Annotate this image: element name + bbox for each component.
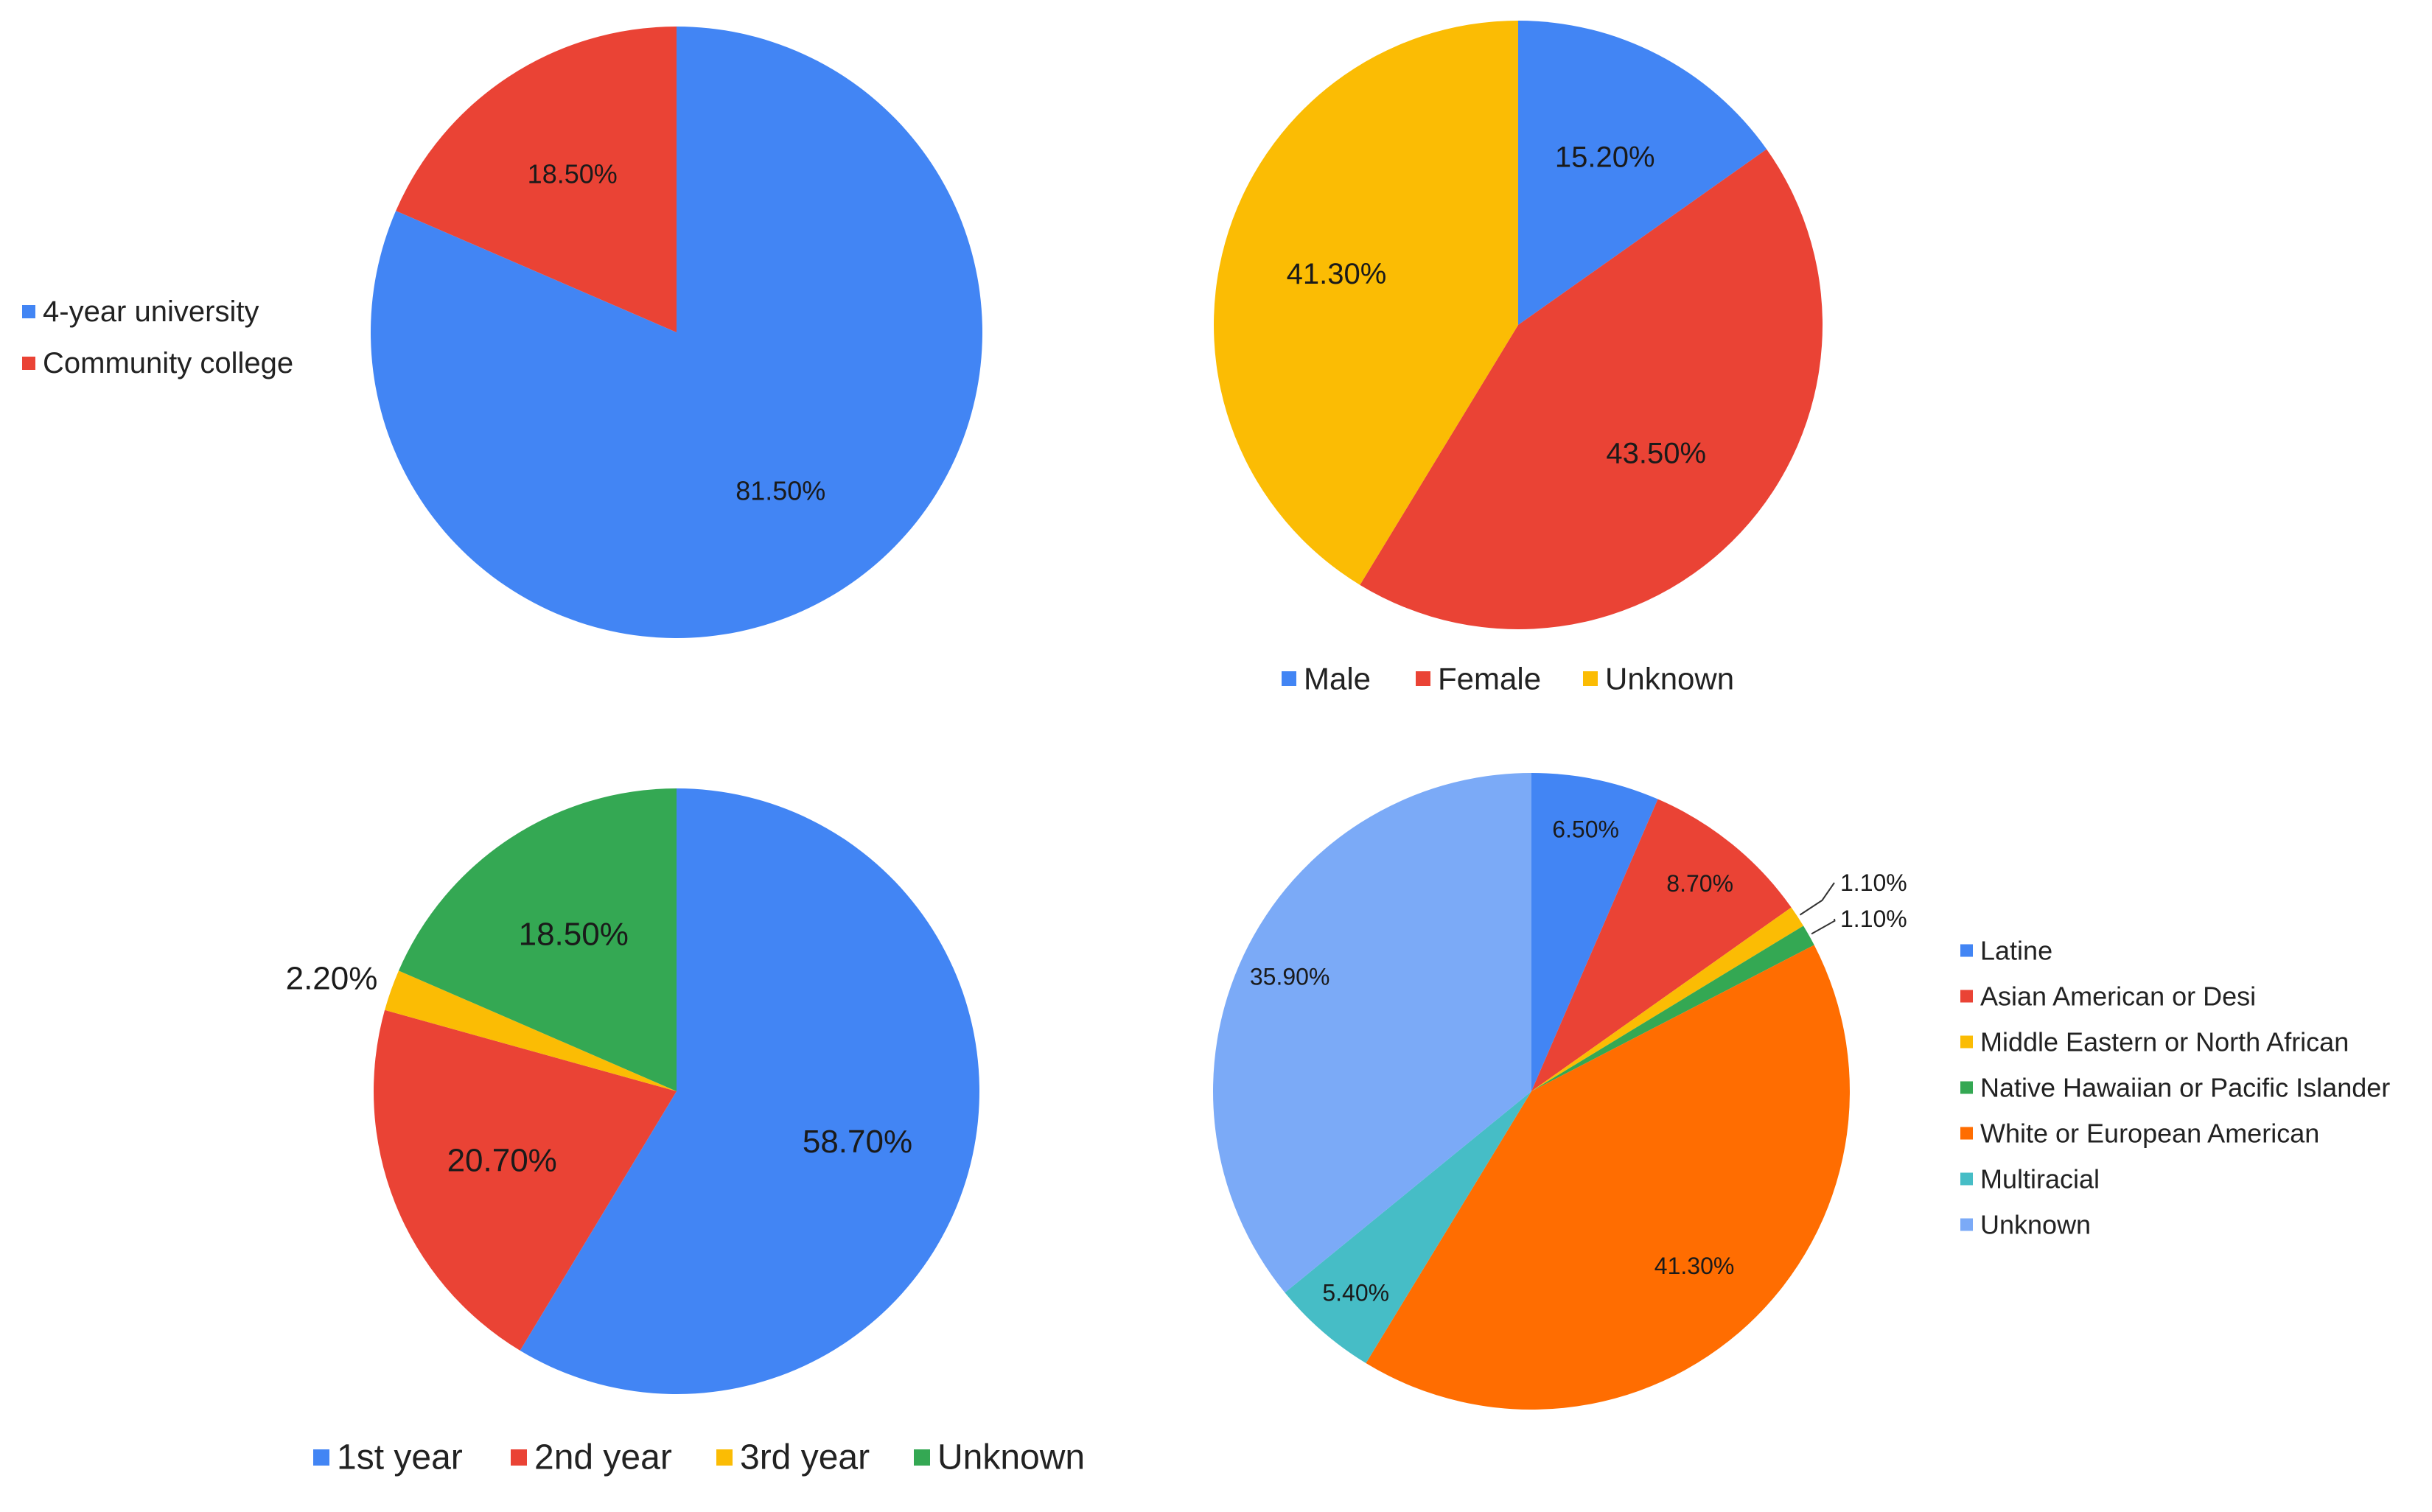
legend-item: 3rd year: [716, 1438, 870, 1477]
slice-white-or-european-american: [1366, 945, 1850, 1410]
pie-chart-gender: 15.20% 43.50% 41.30% Male Female Unknown: [1213, 21, 1823, 696]
legend: Latine Asian American or Desi Middle Easte…: [1960, 936, 2390, 1240]
legend-label: White or European American: [1980, 1119, 2319, 1149]
data-label: 6.50%: [1552, 816, 1619, 843]
slice-unknown: [1213, 21, 1518, 585]
slice-2nd-year: [373, 1009, 677, 1351]
pie-chart-institution-type: 81.50% 18.50% 4-year university Community c…: [22, 26, 982, 638]
legend-item: 2nd year: [511, 1438, 672, 1477]
legend-swatch: [1960, 1035, 1973, 1049]
data-label: 1.10%: [1840, 906, 1907, 932]
legend-label: Community college: [43, 347, 293, 379]
legend-swatch: [716, 1449, 733, 1466]
slice-male: [1518, 21, 1767, 325]
legend-label: Unknown: [1605, 662, 1734, 696]
leader-line: [1811, 918, 1836, 935]
slice-middle-eastern-or-north-african: [1531, 907, 1804, 1091]
legend: 1st year 2nd year 3rd year Unknown: [313, 1438, 1085, 1477]
data-label: 81.50%: [735, 476, 825, 506]
legend: 4-year university Community college: [22, 295, 293, 379]
legend-swatch: [1960, 1081, 1973, 1094]
legend-label: Middle Eastern or North African: [1980, 1027, 2349, 1057]
slice-native-hawaiian-or-pacific-islander: [1531, 925, 1814, 1091]
legend-label: Female: [1438, 662, 1541, 696]
legend-item: Unknown: [1583, 662, 1734, 696]
legend-swatch: [1960, 1127, 1973, 1140]
legend-label: Multiracial: [1980, 1164, 2100, 1194]
data-label: 20.70%: [447, 1143, 557, 1179]
legend-label: Male: [1304, 662, 1371, 696]
legend-item: White or European American: [1960, 1119, 2319, 1149]
legend-item: 1st year: [313, 1438, 463, 1477]
slice-community-college: [396, 26, 677, 332]
slice-female: [1360, 149, 1823, 630]
legend-item: 4-year university: [22, 295, 259, 328]
data-label: 5.40%: [1322, 1280, 1389, 1306]
slice-1st-year: [520, 788, 979, 1394]
data-label: 58.70%: [803, 1124, 912, 1160]
data-label: 41.30%: [1654, 1253, 1735, 1279]
slice-asian-american-or-desi: [1531, 799, 1792, 1091]
slice-latine: [1531, 773, 1658, 1091]
legend-swatch: [22, 357, 35, 370]
data-label: 18.50%: [528, 158, 618, 189]
data-label: 8.70%: [1666, 870, 1733, 897]
legend-swatch: [1960, 1172, 1973, 1186]
legend-label: Native Hawaiian or Pacific Islander: [1980, 1073, 2390, 1103]
legend-swatch: [22, 305, 35, 318]
data-label: 18.50%: [519, 916, 629, 952]
legend-swatch: [1960, 944, 1973, 957]
legend-item: Asian American or Desi: [1960, 981, 2256, 1012]
legend-label: Asian American or Desi: [1980, 981, 2256, 1012]
legend-item: Male: [1282, 662, 1371, 696]
legend-swatch: [1282, 671, 1296, 686]
slice-3rd-year: [385, 970, 677, 1091]
pie-chart-year: 58.70% 20.70% 2.20% 18.50% 1st year 2nd year 3…: [286, 788, 1085, 1477]
data-label: 35.90%: [1250, 963, 1330, 990]
slice-unknown: [398, 788, 677, 1091]
legend-label: Unknown: [937, 1438, 1085, 1477]
legend-swatch: [1960, 1218, 1973, 1231]
data-label: 41.30%: [1287, 258, 1387, 290]
legend-item: Unknown: [1960, 1210, 2091, 1240]
leader-line: [1799, 882, 1835, 916]
data-label: 1.10%: [1840, 869, 1907, 896]
legend-swatch: [313, 1449, 329, 1466]
legend-item: Multiracial: [1960, 1164, 2100, 1194]
legend: Male Female Unknown: [1282, 662, 1734, 696]
legend-item: Female: [1416, 662, 1541, 696]
data-label: 2.20%: [286, 961, 378, 997]
legend-label: 1st year: [337, 1438, 463, 1477]
legend-item: Unknown: [914, 1438, 1085, 1477]
legend-label: 3rd year: [740, 1438, 870, 1477]
legend-item: Community college: [22, 347, 293, 379]
pie-chart-ethnicity: 6.50% 8.70% 1.10% 1.10% 41.30% 5.40% 35.90% Lat…: [1212, 773, 2390, 1410]
legend-swatch: [511, 1449, 527, 1466]
slice-multiracial: [1285, 1091, 1531, 1364]
slice-unknown: [1212, 773, 1531, 1293]
legend-item: Native Hawaiian or Pacific Islander: [1960, 1073, 2390, 1103]
legend-label: 4-year university: [43, 295, 259, 328]
legend-swatch: [1960, 990, 1973, 1003]
data-label: 43.50%: [1606, 438, 1706, 470]
legend-label: Latine: [1980, 936, 2052, 966]
data-label: 15.20%: [1555, 141, 1655, 174]
legend-swatch: [1416, 671, 1430, 686]
legend-item: Middle Eastern or North African: [1960, 1027, 2349, 1057]
legend-item: Latine: [1960, 936, 2052, 966]
legend-swatch: [914, 1449, 930, 1466]
legend-label: 2nd year: [534, 1438, 672, 1477]
legend-label: Unknown: [1980, 1210, 2091, 1240]
legend-swatch: [1583, 671, 1598, 686]
